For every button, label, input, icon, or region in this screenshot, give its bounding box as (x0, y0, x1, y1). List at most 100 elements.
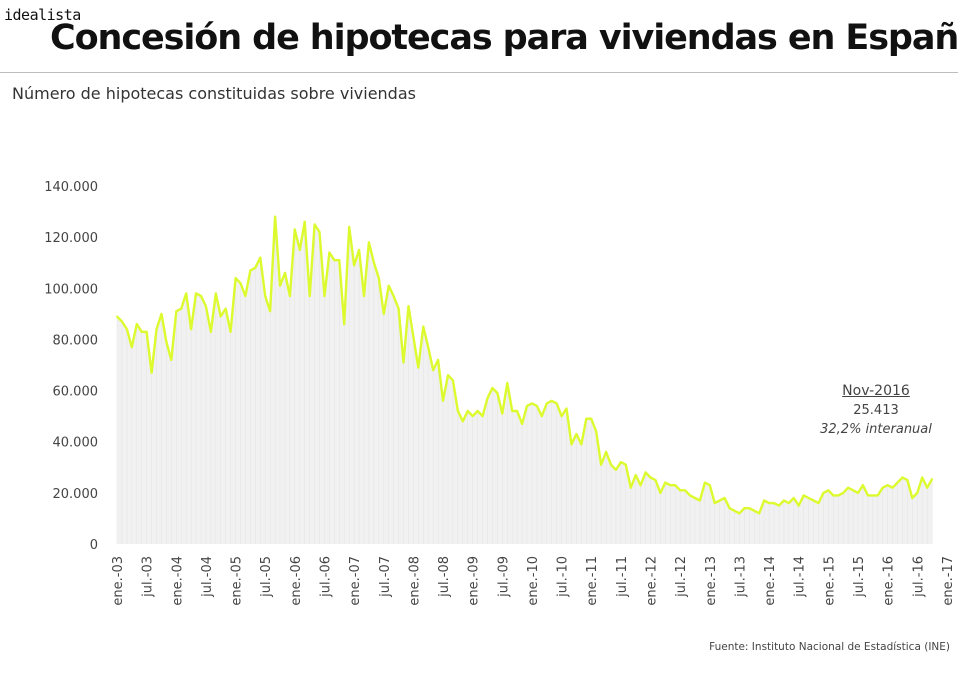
data-point (180, 307, 183, 310)
data-point (664, 481, 667, 484)
data-point (536, 405, 538, 407)
data-point (585, 417, 588, 420)
data-point (778, 504, 780, 507)
data-point (437, 359, 439, 361)
x-tick-label: ene.-12 (645, 556, 660, 606)
data-point (170, 359, 173, 361)
data-point (743, 507, 746, 510)
data-point (407, 305, 410, 308)
data-point (605, 451, 607, 453)
x-tick-label: jul.-03 (141, 556, 156, 598)
data-point (555, 402, 558, 405)
data-point (254, 266, 257, 269)
data-point (911, 497, 914, 499)
data-point (694, 497, 696, 499)
data-point (135, 323, 138, 325)
x-tick-label: ene.-06 (289, 556, 304, 606)
data-point (624, 463, 627, 466)
data-point (916, 492, 919, 494)
data-point (116, 315, 118, 318)
data-point (447, 374, 449, 377)
data-point (763, 499, 765, 502)
data-point (827, 489, 830, 492)
data-point (876, 494, 879, 497)
data-point (639, 484, 642, 487)
y-tick-label: 40.000 (53, 436, 99, 451)
data-point (313, 223, 316, 226)
x-tick-label: ene.-15 (822, 556, 837, 606)
data-point (293, 228, 296, 231)
data-point (659, 492, 662, 494)
x-tick-label: ene.-04 (170, 556, 185, 606)
x-tick-label: jul.-07 (378, 556, 393, 598)
data-point (531, 402, 533, 405)
data-point (807, 497, 810, 499)
x-tick-label: ene.-09 (467, 556, 482, 606)
data-point (684, 489, 686, 492)
x-tick-label: jul.-11 (615, 556, 630, 598)
y-tick-label: 20.000 (53, 487, 99, 502)
data-point (274, 215, 276, 218)
data-point (560, 415, 563, 417)
data-point (931, 478, 933, 480)
data-point (145, 330, 148, 333)
data-point (758, 512, 761, 515)
data-point (644, 471, 647, 474)
data-point (896, 481, 899, 484)
x-tick-label: jul.-12 (674, 556, 689, 598)
data-point (229, 330, 232, 333)
data-point (140, 330, 143, 333)
data-point (669, 484, 672, 487)
data-point (540, 415, 543, 417)
x-tick-label: ene.-07 (348, 556, 363, 606)
data-point (466, 410, 469, 412)
x-tick-label: jul.-06 (319, 556, 334, 598)
data-point (847, 486, 849, 489)
x-tick-label: jul.-16 (911, 556, 926, 598)
data-point (130, 346, 133, 348)
data-point (797, 504, 800, 507)
x-tick-label: ene.-13 (704, 556, 719, 606)
data-point (486, 397, 489, 400)
y-tick-label: 140.000 (44, 180, 98, 195)
data-point (595, 430, 598, 433)
data-point (284, 272, 286, 274)
x-tick-label: jul.-09 (496, 556, 511, 598)
data-point (200, 295, 202, 297)
data-point (753, 509, 756, 512)
data-point (348, 226, 351, 228)
data-point (214, 292, 217, 295)
data-point (773, 502, 775, 504)
data-point (205, 305, 207, 308)
data-point (812, 499, 815, 502)
data-point (708, 484, 711, 487)
data-point (600, 463, 602, 466)
data-point (190, 328, 193, 331)
data-point (580, 443, 583, 446)
data-point (901, 476, 904, 479)
data-point (689, 494, 691, 497)
data-point (427, 346, 430, 348)
data-point (249, 269, 252, 272)
chart-subtitle: Número de hipotecas constituidas sobre v… (12, 84, 416, 103)
data-point (733, 509, 736, 512)
y-axis: 0 20.000 40.000 60.000 80.000 100.000 120.000 1… (44, 180, 98, 553)
data-point (837, 494, 840, 497)
data-point (417, 366, 420, 369)
data-point (521, 422, 523, 425)
data-point (654, 479, 657, 481)
data-point (511, 410, 514, 412)
x-axis: ene.-03 jul.-03 ene.-04 jul.-04 ene.-05 jul.-… (111, 556, 956, 606)
data-point (377, 277, 380, 279)
data-point (175, 310, 178, 313)
data-point (787, 502, 790, 504)
data-point (165, 341, 168, 343)
data-point (881, 486, 884, 489)
data-point (738, 512, 741, 515)
data-point (382, 313, 385, 315)
data-point (412, 336, 415, 338)
data-point (506, 382, 509, 384)
data-point (615, 468, 617, 471)
data-point (160, 313, 163, 315)
data-point (871, 494, 874, 497)
